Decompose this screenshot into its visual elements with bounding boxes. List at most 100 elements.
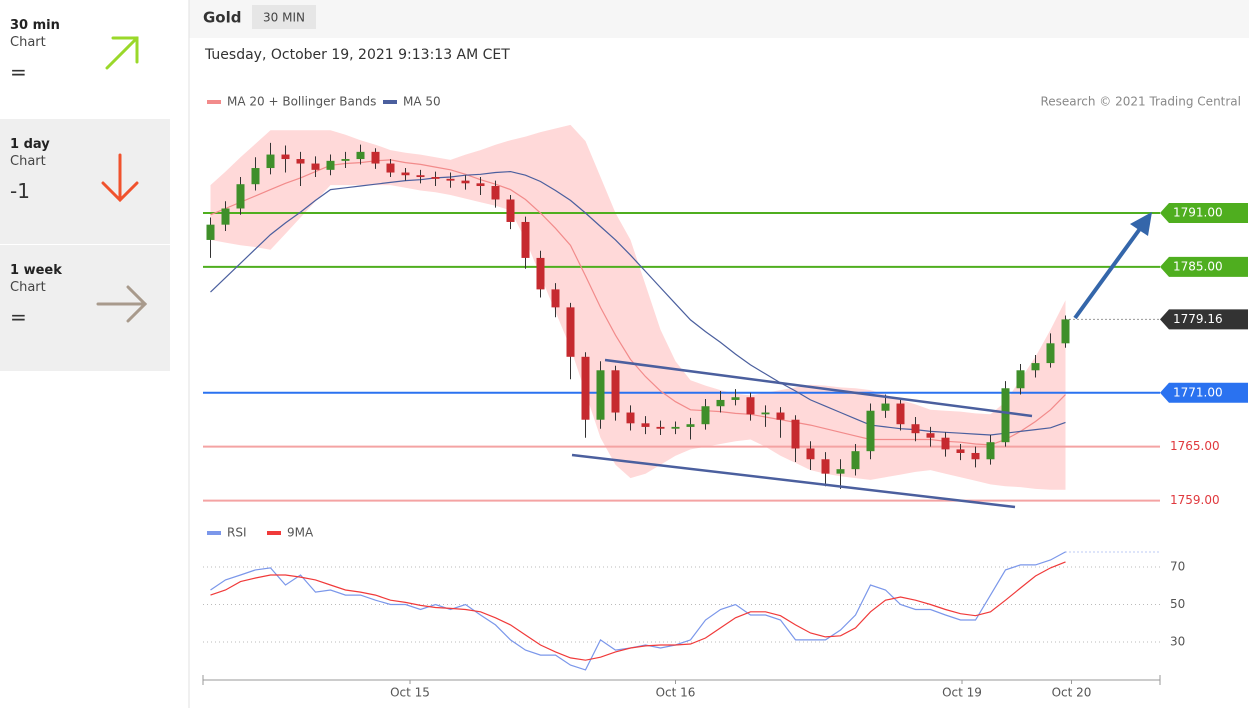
candle-body bbox=[206, 224, 215, 240]
arrow-down bbox=[101, 153, 139, 203]
timestamp: Tuesday, October 19, 2021 9:13:13 AM CET bbox=[204, 47, 510, 63]
card-label: Chart bbox=[10, 154, 46, 169]
candle-body bbox=[731, 397, 740, 400]
level-tag bbox=[1160, 256, 1248, 277]
candle-body bbox=[881, 403, 890, 411]
legend-label: MA 20 + Bollinger Bands bbox=[227, 95, 376, 109]
candle-body bbox=[926, 433, 935, 438]
candle-body bbox=[296, 159, 305, 164]
timeframe: 30 MIN bbox=[263, 11, 305, 25]
candle-body bbox=[401, 172, 410, 176]
candle-body bbox=[446, 178, 455, 181]
legend-label: 9MA bbox=[287, 526, 314, 540]
level-label: 1791.00 bbox=[1173, 205, 1223, 219]
candle-body bbox=[986, 442, 995, 460]
signal-card[interactable]: 1 week Chart = bbox=[0, 245, 170, 371]
candle-body bbox=[656, 426, 665, 429]
candle-body bbox=[971, 452, 980, 460]
level-label: 1759.00 bbox=[1170, 493, 1220, 507]
level-tag bbox=[1160, 382, 1248, 403]
projection-arrow bbox=[1073, 212, 1152, 320]
instrument: Gold bbox=[203, 9, 242, 27]
timeframe-badge[interactable] bbox=[252, 5, 316, 29]
candle-body bbox=[866, 410, 875, 452]
candle-body bbox=[341, 159, 350, 161]
source: Research © 2021 Trading Central bbox=[1040, 95, 1241, 109]
x-tick-label: Oct 19 bbox=[942, 686, 982, 700]
rsi-line bbox=[210, 561, 1066, 661]
candle-body bbox=[701, 406, 710, 425]
candle-body bbox=[506, 199, 515, 222]
candle-body bbox=[266, 154, 275, 169]
candle-body bbox=[776, 412, 785, 420]
candle-body bbox=[551, 289, 560, 308]
period: 1 week bbox=[10, 263, 62, 278]
candle-body bbox=[356, 151, 365, 160]
legend-swatch bbox=[207, 531, 221, 535]
x-tick-label: Oct 16 bbox=[656, 686, 696, 700]
y-tick-label: 70 bbox=[1170, 559, 1185, 573]
level-tag bbox=[1160, 309, 1248, 330]
candle-body bbox=[221, 208, 230, 225]
card-label: Chart bbox=[10, 35, 46, 50]
candle-body bbox=[311, 163, 320, 170]
candle-body bbox=[716, 399, 725, 407]
level-label: 1785.00 bbox=[1173, 259, 1223, 273]
candle-body bbox=[236, 184, 245, 209]
candle-body bbox=[641, 423, 650, 427]
candle-body bbox=[581, 356, 590, 420]
candle-body bbox=[941, 437, 950, 450]
candle-body bbox=[686, 424, 695, 427]
legend-swatch bbox=[207, 100, 221, 104]
candle-body bbox=[761, 412, 770, 415]
candle-body bbox=[836, 469, 845, 474]
ma-line bbox=[210, 159, 1066, 446]
level-label: 1771.00 bbox=[1173, 385, 1223, 399]
header-bar bbox=[189, 0, 1249, 38]
legend-swatch bbox=[383, 100, 397, 104]
candle-body bbox=[386, 163, 395, 173]
candle-body bbox=[1016, 370, 1025, 389]
ma-line bbox=[210, 170, 1066, 436]
legend-label: RSI bbox=[227, 526, 247, 540]
candle-body bbox=[671, 426, 680, 429]
candle-body bbox=[371, 151, 380, 164]
candle-body bbox=[806, 448, 815, 460]
arrow-right bbox=[96, 285, 148, 323]
y-tick-label: 30 bbox=[1170, 634, 1185, 648]
signal-card[interactable]: 1 day Chart -1 bbox=[0, 119, 170, 244]
candle-body bbox=[746, 397, 755, 415]
plot: 1791.00 1785.00 1779.16 1771.00 1765.00 1759.… bbox=[203, 95, 1248, 700]
signal: = bbox=[10, 60, 27, 84]
level-label: 1779.16 bbox=[1173, 312, 1223, 326]
candle-body bbox=[1031, 363, 1040, 371]
candle-body bbox=[1061, 319, 1070, 344]
card-label: Chart bbox=[10, 280, 46, 295]
arrow-up bbox=[105, 36, 139, 70]
level-label: 1765.00 bbox=[1170, 439, 1220, 453]
signal-card[interactable]: 30 min Chart = bbox=[0, 0, 170, 118]
candle-body bbox=[611, 370, 620, 413]
candle-body bbox=[461, 180, 470, 184]
candle-body bbox=[911, 424, 920, 434]
period: 1 day bbox=[10, 137, 50, 152]
candle-body bbox=[626, 412, 635, 424]
candle-body bbox=[326, 160, 335, 170]
signal: -1 bbox=[10, 179, 30, 203]
candle-body bbox=[281, 154, 290, 160]
candle-body bbox=[251, 168, 260, 185]
trend-channel bbox=[571, 358, 1033, 509]
candle-body bbox=[791, 419, 800, 449]
rsi-line bbox=[210, 551, 1066, 671]
level-tag bbox=[1160, 202, 1248, 223]
candle-body bbox=[956, 449, 965, 453]
x-tick-label: Oct 20 bbox=[1052, 686, 1092, 700]
candle-body bbox=[566, 307, 575, 357]
candle-body bbox=[896, 403, 905, 425]
candle-body bbox=[491, 186, 500, 200]
candle-body bbox=[416, 175, 425, 178]
candle-body bbox=[521, 221, 530, 258]
candle-body bbox=[851, 451, 860, 470]
